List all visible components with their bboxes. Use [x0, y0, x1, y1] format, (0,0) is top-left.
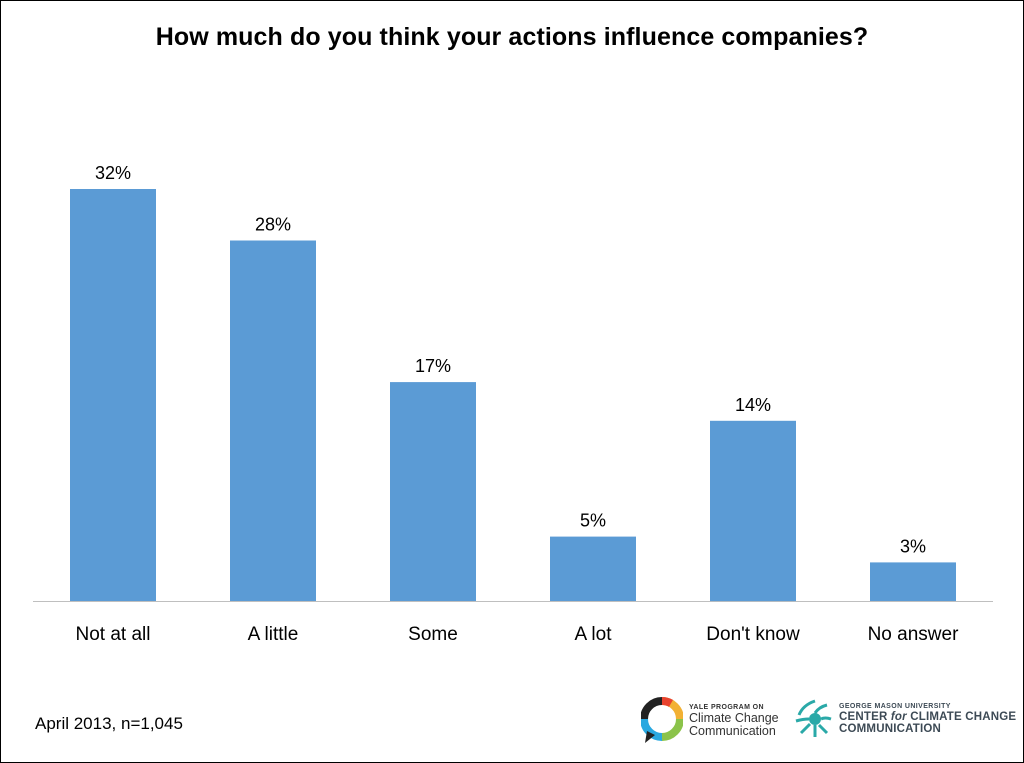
- gmu-logo-line2-a: CENTER: [839, 710, 891, 723]
- yale-logo-line2: Climate Change: [689, 710, 779, 725]
- data-label: 3%: [900, 536, 926, 556]
- x-tick-label: A lot: [575, 624, 613, 645]
- data-label: 14%: [735, 395, 771, 415]
- data-label: 17%: [415, 356, 451, 376]
- footnote: April 2013, n=1,045: [35, 714, 183, 733]
- x-tick-label: A little: [248, 624, 299, 645]
- gmu-logo-line3: COMMUNICATION: [839, 722, 942, 735]
- data-label: 28%: [255, 215, 291, 235]
- yale-logo-line3: Communication: [689, 723, 776, 738]
- data-label: 32%: [95, 163, 131, 183]
- x-tick-label: Don't know: [706, 624, 800, 645]
- speech-bubble-icon: [641, 697, 683, 743]
- gmu-logo-line2-b: for: [890, 710, 907, 723]
- yale-logo-line1: YALE PROGRAM ON: [689, 704, 764, 712]
- gmu-logo-line2-c: CLIMATE CHANGE: [906, 710, 1017, 723]
- swirl-icon: [795, 699, 832, 738]
- bar: [390, 382, 476, 601]
- gmu-climate-logo: GEORGE MASON UNIVERSITY CENTER for CLIMA…: [793, 697, 1016, 741]
- yale-climate-logo: YALE PROGRAM ON Climate Change Communica…: [641, 697, 779, 745]
- chart-title: How much do you think your actions influ…: [155, 23, 869, 51]
- bar: [550, 536, 636, 601]
- data-label: 5%: [580, 511, 606, 531]
- x-tick-label: Some: [408, 624, 458, 645]
- gmu-logo-line1: GEORGE MASON UNIVERSITY: [839, 703, 951, 711]
- gmu-logo-line2: CENTER for CLIMATE CHANGE: [839, 711, 1016, 723]
- bar: [710, 420, 796, 602]
- bar: [70, 189, 156, 601]
- x-tick-label: Not at all: [76, 624, 151, 645]
- bar: [230, 240, 316, 601]
- bar-chart-plot: 32% Not at all 28% A little 17% Some 5% A lot 14…: [33, 163, 993, 645]
- x-tick-label: No answer: [868, 624, 959, 645]
- bar: [870, 562, 956, 601]
